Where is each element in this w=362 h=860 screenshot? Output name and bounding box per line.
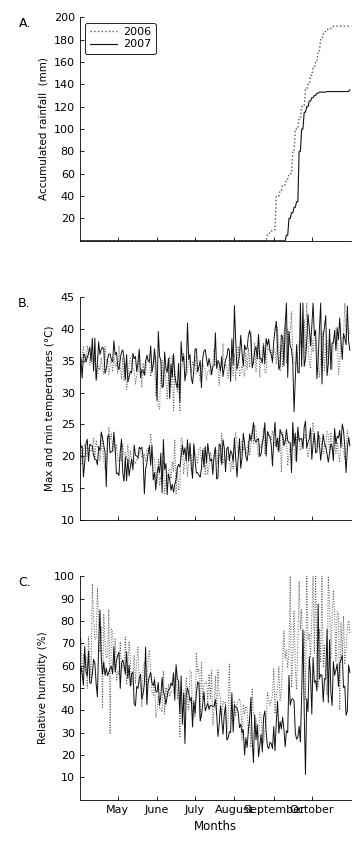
2006	[287, 169, 291, 179]
Y-axis label: Accumulated rainfall  (mm): Accumulated rainfall (mm)	[38, 58, 48, 200]
2006	[175, 236, 180, 246]
2006	[348, 20, 352, 30]
2007	[246, 236, 251, 246]
2007	[77, 236, 82, 246]
2006	[77, 236, 82, 246]
X-axis label: Months: Months	[194, 820, 237, 833]
Line: 2006: 2006	[80, 25, 350, 241]
2006	[246, 236, 251, 246]
Text: A.: A.	[18, 17, 31, 30]
2007	[213, 236, 218, 246]
Line: 2007: 2007	[80, 90, 350, 241]
Legend: 2006, 2007: 2006, 2007	[85, 22, 156, 54]
2007	[315, 88, 319, 98]
2006	[213, 236, 218, 246]
Text: B.: B.	[18, 297, 31, 310]
2006	[193, 236, 197, 246]
Y-axis label: Max and min temperatures (°C): Max and min temperatures (°C)	[45, 326, 55, 491]
2007	[348, 85, 352, 95]
2007	[287, 213, 291, 224]
2006	[315, 57, 319, 67]
Y-axis label: Relative humidity (%): Relative humidity (%)	[38, 632, 48, 744]
2007	[175, 236, 180, 246]
Text: C.: C.	[18, 576, 31, 589]
2007	[193, 236, 197, 246]
